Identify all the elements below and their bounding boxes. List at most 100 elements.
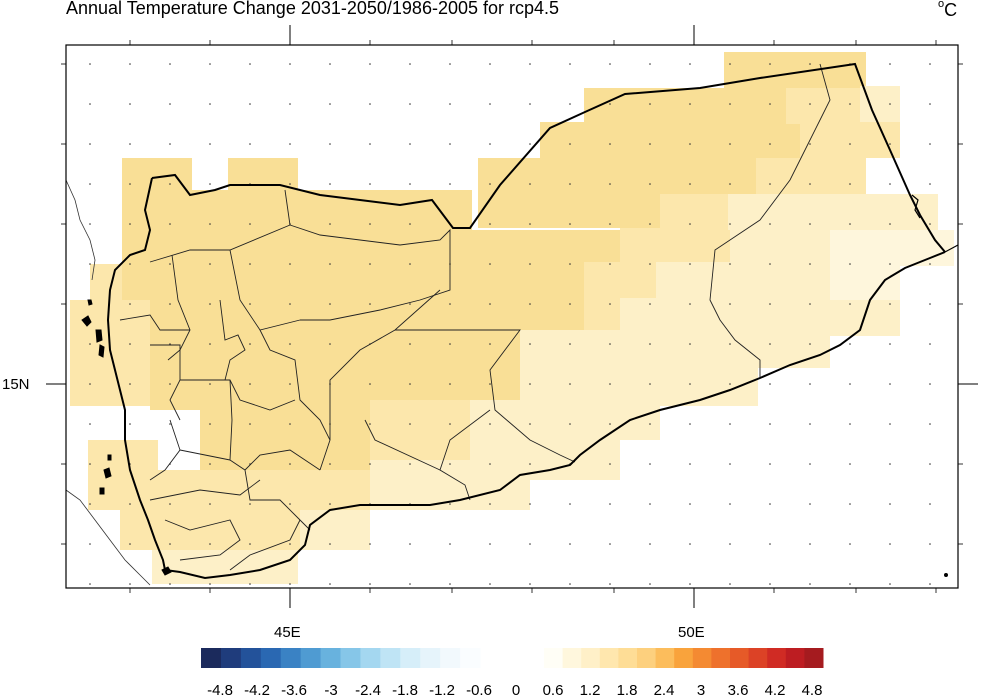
grid-dot (489, 503, 491, 505)
grid-dot (649, 103, 651, 105)
grid-dot (369, 143, 371, 145)
grid-dot (689, 183, 691, 185)
grid-dot (569, 423, 571, 425)
grid-dot (849, 103, 851, 105)
grid-dot (809, 263, 811, 265)
grid-dot (129, 503, 131, 505)
grid-dot (769, 463, 771, 465)
x-tick-50e: 50E (678, 624, 705, 641)
grid-dot (529, 63, 531, 65)
grid-dot (809, 63, 811, 65)
grid-dot (129, 103, 131, 105)
grid-dot (409, 303, 411, 305)
colorbar-swatch-negative (360, 648, 381, 668)
grid-dot (449, 183, 451, 185)
grid-dot (169, 343, 171, 345)
grid-dot (409, 423, 411, 425)
grid-dot (89, 263, 91, 265)
islands (81, 299, 948, 577)
colorbar-swatch-negative (220, 648, 242, 668)
grid-dot (529, 143, 531, 145)
grid-dot (889, 423, 891, 425)
grid-dot (609, 423, 611, 425)
grid-dot (289, 63, 291, 65)
grid-dot (809, 423, 811, 425)
grid-dot (649, 183, 651, 185)
grid-dot (209, 63, 211, 65)
grid-dot (849, 223, 851, 225)
colorbar-swatch-negative (420, 648, 441, 668)
grid-dot (649, 343, 651, 345)
grid-dot (369, 463, 371, 465)
grid-dot (649, 543, 651, 545)
colorbar-swatch-positive (730, 648, 750, 668)
grid-dot (369, 583, 371, 585)
grid-dot (409, 543, 411, 545)
grid-dot (449, 143, 451, 145)
grid-dot (569, 543, 571, 545)
colorbar-label: 0 (511, 682, 521, 699)
grid-dot (809, 183, 811, 185)
grid-dot (129, 143, 131, 145)
grid-dot (129, 63, 131, 65)
grid-dot (729, 383, 731, 385)
grid-dot (929, 423, 931, 425)
frame-minor-ticks (61, 40, 963, 593)
grid-dot (529, 423, 531, 425)
grid-dot (729, 543, 731, 545)
colorbar-swatch-negative (460, 648, 481, 668)
grid-dot (249, 343, 251, 345)
grid-dot (649, 583, 651, 585)
grid-dot (649, 223, 651, 225)
grid-dot (929, 183, 931, 185)
grid-dot (209, 103, 211, 105)
grid-dot (929, 103, 931, 105)
grid-dot (249, 503, 251, 505)
grid-dot (89, 543, 91, 545)
grid-dot (169, 183, 171, 185)
grid-dot (609, 503, 611, 505)
grid-dot (729, 223, 731, 225)
grid-dot (89, 143, 91, 145)
grid-dot (569, 583, 571, 585)
grid-dot (289, 103, 291, 105)
grid-dot (369, 263, 371, 265)
grid-dot (849, 143, 851, 145)
colorbar-label: -1.8 (392, 682, 418, 699)
grid-dot (329, 543, 331, 545)
grid-dot (89, 583, 91, 585)
grid-dot (889, 543, 891, 545)
grid-dot (849, 183, 851, 185)
grid-dot (529, 583, 531, 585)
grid-dot (689, 383, 691, 385)
grid-dot (609, 143, 611, 145)
colorbar-swatch-negative (340, 648, 361, 668)
grid-dot (209, 343, 211, 345)
grid-dot (369, 383, 371, 385)
grid-dot (489, 383, 491, 385)
grid-dot (169, 543, 171, 545)
grid-dot (569, 63, 571, 65)
grid-dot (609, 343, 611, 345)
grid-dot (809, 303, 811, 305)
grid-dot (289, 303, 291, 305)
grid-dot (769, 503, 771, 505)
grid-dot (769, 183, 771, 185)
grid-dot (849, 303, 851, 305)
grid-dot (89, 63, 91, 65)
grid-dot (329, 183, 331, 185)
grid-dot (169, 103, 171, 105)
grid-dot (249, 583, 251, 585)
grid-dot (89, 383, 91, 385)
grid-dot (449, 383, 451, 385)
grid-dot (609, 183, 611, 185)
grid-dot (89, 343, 91, 345)
grid-dot (569, 263, 571, 265)
grid-dot (409, 223, 411, 225)
colorbar-label: 3.6 (727, 682, 749, 699)
grid-dot (769, 543, 771, 545)
grid-dot (89, 103, 91, 105)
grid-dot (489, 263, 491, 265)
grid-dot (929, 583, 931, 585)
grid-dot (689, 303, 691, 305)
